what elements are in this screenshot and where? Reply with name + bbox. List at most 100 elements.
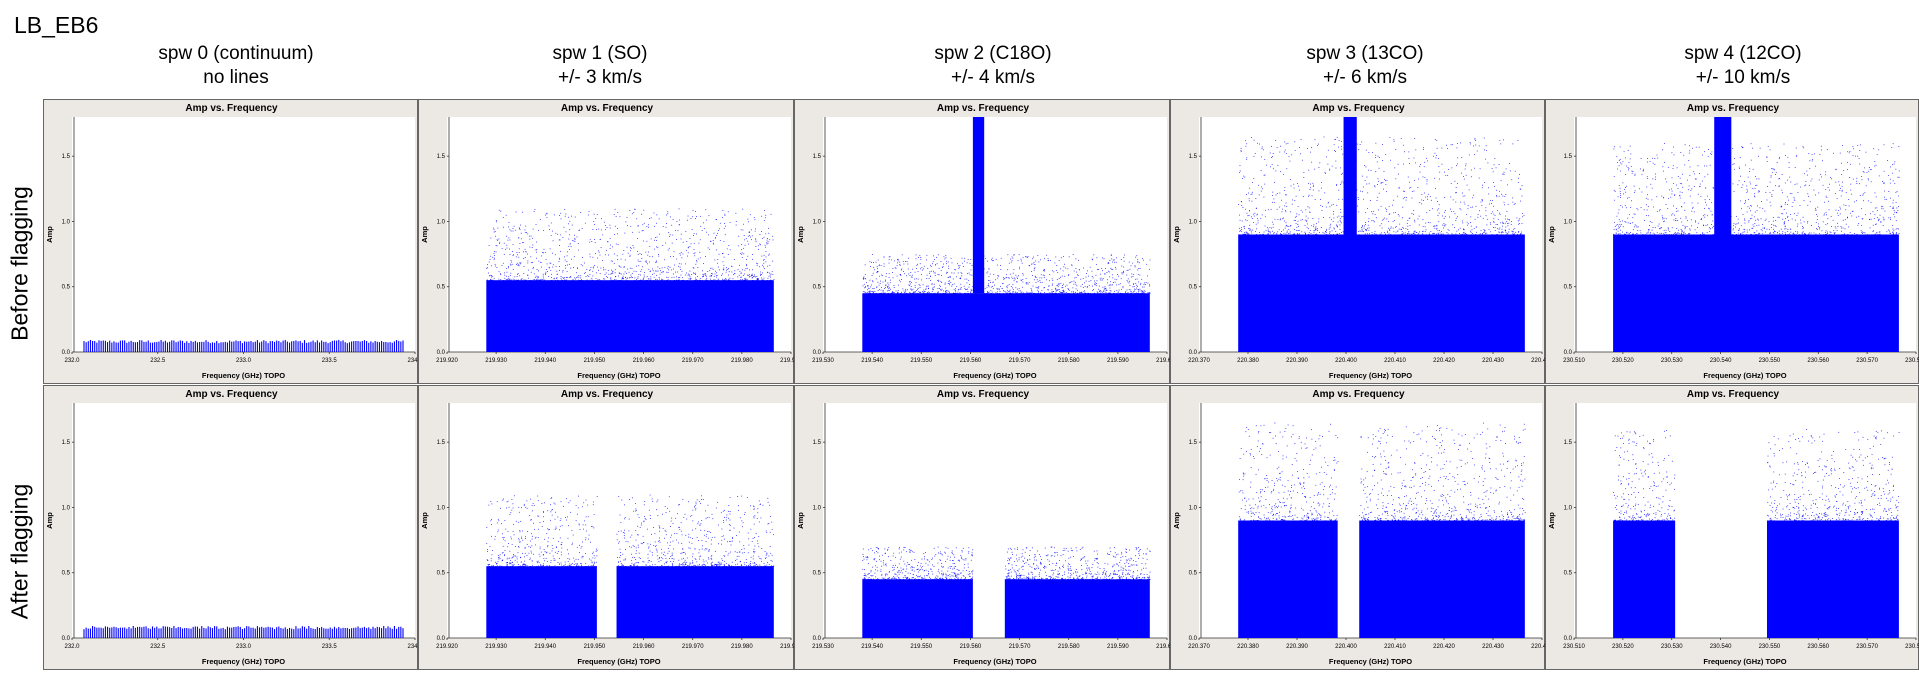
x-tick-label: 219.990 (780, 358, 795, 364)
data-point (724, 279, 726, 281)
data-point (1446, 144, 1447, 146)
data-point (1280, 234, 1281, 236)
data-point (905, 288, 907, 290)
data-point (1633, 233, 1634, 235)
data-point (1404, 234, 1406, 235)
data-point (518, 252, 520, 253)
data-point (1684, 209, 1686, 211)
data-point (550, 280, 552, 281)
data-point (1306, 226, 1308, 228)
data-point (1119, 283, 1121, 285)
data-point (890, 292, 892, 294)
data-point (1312, 186, 1314, 187)
data-point (941, 274, 942, 276)
data-point (1747, 206, 1749, 208)
data-point (1766, 228, 1768, 230)
data-point (1063, 289, 1064, 291)
data-point (757, 280, 759, 281)
data-point (942, 293, 944, 294)
data-point (1796, 225, 1798, 227)
data-point (950, 282, 952, 283)
data-point (1108, 285, 1110, 287)
data-point (697, 276, 698, 277)
data-point (509, 263, 511, 265)
data-point (1022, 274, 1024, 276)
data-point (1086, 273, 1087, 274)
data-point (1147, 292, 1149, 294)
data-point (1020, 279, 1022, 281)
data-point (1649, 161, 1651, 162)
data-point (1402, 233, 1403, 235)
data-point (1687, 189, 1689, 191)
data-point (1472, 197, 1474, 199)
data-point (744, 279, 746, 281)
data-point (1051, 278, 1053, 280)
data-point (658, 218, 660, 220)
data-point (758, 278, 759, 280)
data-point (564, 256, 565, 258)
data-point (760, 271, 762, 273)
data-point (946, 272, 948, 274)
data-point (1783, 234, 1784, 236)
data-point (1013, 291, 1014, 293)
data-point (1367, 192, 1369, 194)
data-point (1882, 206, 1884, 207)
data-point (675, 271, 676, 273)
data-point (1292, 234, 1294, 236)
data-point (1824, 234, 1826, 236)
data-point (880, 292, 882, 294)
data-point (1870, 169, 1872, 171)
data-point (532, 228, 534, 230)
data-point (933, 293, 935, 295)
data-point (694, 252, 696, 254)
data-point (868, 288, 870, 289)
data-point (1307, 206, 1309, 208)
data-point (951, 284, 953, 286)
data-point (1243, 233, 1245, 235)
data-point (1310, 225, 1312, 227)
data-point (1444, 171, 1445, 173)
data-point (642, 224, 644, 226)
data-point (1817, 223, 1819, 225)
data-point (887, 289, 889, 291)
data-point (518, 227, 520, 229)
data-point (906, 261, 908, 263)
data-point (1249, 230, 1251, 231)
data-point (1088, 275, 1089, 277)
data-point (527, 260, 529, 262)
data-point (1801, 226, 1803, 227)
panel-title: Amp vs. Frequency (937, 103, 1030, 114)
data-point (956, 286, 958, 288)
data-point (691, 229, 693, 230)
data-point (1498, 232, 1500, 234)
data-point (1675, 210, 1677, 212)
data-point (1314, 234, 1316, 236)
data-point (1138, 289, 1140, 291)
data-point (1272, 168, 1274, 170)
data-point (1490, 223, 1492, 225)
data-point (1012, 272, 1014, 274)
data-point (673, 268, 674, 270)
data-point (747, 218, 749, 220)
data-point (1813, 232, 1815, 234)
data-point (1629, 158, 1631, 160)
data-point (964, 292, 966, 294)
data-point (1488, 187, 1490, 189)
data-point (1239, 172, 1240, 174)
data-point (1261, 156, 1262, 158)
data-point (591, 277, 593, 279)
data-point (542, 275, 544, 277)
data-point (1862, 218, 1864, 220)
data-point (909, 281, 910, 283)
data-point (1883, 218, 1885, 220)
data-point (879, 264, 880, 266)
data-point (1501, 221, 1503, 223)
data-point (1386, 191, 1387, 193)
data-point (708, 215, 710, 217)
data-point (1051, 289, 1053, 291)
data-point (1248, 198, 1250, 200)
data-point (1340, 184, 1341, 186)
data-point (1897, 210, 1899, 212)
data-point (686, 280, 688, 281)
data-point (1519, 222, 1520, 224)
